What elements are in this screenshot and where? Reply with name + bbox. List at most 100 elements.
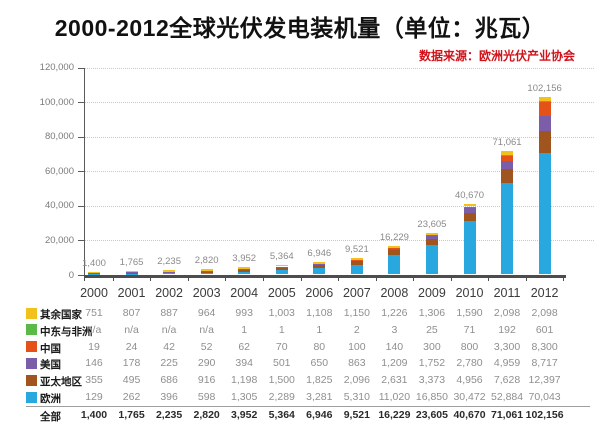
row-label-亚太地区: 亚太地区	[40, 376, 82, 389]
table-cell: 2,631	[381, 374, 408, 387]
table-cell: 2	[353, 323, 360, 336]
bar-segment-欧洲	[425, 244, 438, 274]
table-cell: n/a	[161, 323, 177, 336]
table-cell: 3	[391, 323, 398, 336]
x-axis-category-label: 2010	[455, 286, 484, 300]
table-cell: 501	[272, 357, 291, 370]
data-source-note: 数据来源：欧洲光伏产业协会	[418, 49, 575, 63]
bar-segment-亚太地区	[313, 265, 326, 269]
table-cell: 2,098	[531, 307, 558, 319]
bar-segment-中国	[425, 235, 438, 236]
row-label-欧洲: 欧洲	[40, 393, 61, 405]
table-cell: 1,003	[268, 307, 295, 319]
bar-segment-亚太地区	[425, 239, 438, 245]
table-cell: n/a	[86, 323, 102, 336]
x-axis-category-label: 2007	[342, 286, 371, 300]
bar-total-label: 9,521	[344, 243, 369, 255]
table-cell: 751	[85, 307, 103, 319]
table-cell: 916	[197, 374, 216, 387]
row-label-total: 全部	[40, 411, 61, 424]
table-cell: 1,226	[381, 307, 408, 319]
x-axis-category-label: 2011	[493, 286, 521, 300]
table-cell-total: 23,605	[415, 409, 448, 422]
bar-total-label: 2,235	[157, 256, 181, 268]
x-axis-category-label: 2008	[380, 286, 409, 300]
x-axis-tick	[375, 275, 377, 281]
legend-swatch-其余国家	[26, 307, 37, 319]
bar-segment-中国	[463, 206, 476, 208]
table-cell: 146	[85, 357, 103, 370]
table-cell: 3,373	[418, 374, 446, 387]
table-cell-total: 16,229	[378, 409, 411, 422]
table-cell-total: 3,952	[231, 409, 258, 422]
y-axis-tick	[78, 136, 84, 138]
row-label-中国: 中国	[40, 342, 61, 355]
row-label-美国: 美国	[40, 359, 61, 372]
y-gridline	[84, 102, 594, 104]
y-axis-tick-label: 20,000	[44, 234, 74, 246]
table-cell-total: 71,061	[490, 409, 524, 422]
bar-segment-美国	[275, 266, 288, 268]
y-axis-tick-label: 100,000	[39, 96, 74, 108]
legend-swatch-亚太地区	[26, 374, 37, 386]
bar-total-label: 1,765	[119, 256, 144, 268]
table-cell: 495	[122, 374, 141, 387]
table-cell: 1,108	[306, 307, 333, 319]
table-cell: 807	[122, 307, 141, 319]
bar-segment-其余国家	[388, 245, 401, 249]
table-cell-total: 40,670	[453, 409, 486, 422]
table-cell: 2,096	[343, 374, 370, 387]
y-axis-tick	[78, 171, 84, 173]
table-cell: 1	[316, 323, 323, 336]
table-cell: 42	[163, 340, 175, 353]
table-cell: 1,590	[456, 307, 483, 319]
table-cell-total: 2,235	[155, 409, 183, 422]
table-cell: 100	[348, 340, 366, 353]
table-cell: 262	[122, 391, 141, 403]
x-axis-category-label: 2012	[530, 286, 559, 300]
table-cell: 2,289	[268, 391, 295, 403]
bar-segment-欧洲	[538, 152, 551, 274]
y-axis-tick-label: 0	[68, 269, 74, 281]
table-cell: 964	[197, 307, 216, 319]
chart-title: 2000-2012全球光伏发电装机量（单位：兆瓦）	[54, 15, 546, 41]
table-cell: n/a	[199, 323, 214, 336]
bar-segment-中东与非洲	[538, 100, 551, 102]
y-axis-tick	[78, 275, 84, 276]
table-cell: 1	[278, 323, 285, 336]
bar-total-label: 16,229	[379, 231, 409, 243]
x-axis-tick	[563, 275, 565, 281]
x-axis-tick	[150, 275, 152, 281]
table-cell: 62	[238, 340, 251, 353]
table-cell: 1,500	[268, 374, 295, 387]
table-cell-total: 2,820	[193, 409, 220, 422]
x-axis-tick	[413, 275, 415, 281]
table-cell: 16,850	[415, 391, 448, 403]
x-axis-tick	[338, 275, 340, 281]
x-axis-category-label: 2004	[230, 286, 259, 300]
x-axis-tick	[112, 275, 114, 281]
y-axis-tick	[78, 205, 84, 207]
table-cell: 800	[460, 340, 479, 353]
bar-total-label: 5,364	[269, 250, 294, 262]
table-cell: 1,150	[343, 307, 370, 319]
bar-total-label: 6,946	[307, 247, 332, 259]
bar-segment-欧洲	[163, 273, 176, 274]
bar-segment-欧洲	[313, 268, 326, 274]
x-axis-tick	[450, 275, 452, 281]
bar-segment-亚太地区	[275, 267, 288, 271]
table-cell: 863	[348, 357, 366, 370]
table-cell: 396	[160, 391, 178, 403]
bar-segment-其余国家	[88, 271, 100, 273]
table-cell: 80	[313, 340, 326, 353]
legend-swatch-美国	[26, 357, 37, 369]
bar-segment-美国	[538, 116, 551, 132]
bar-segment-中国	[501, 155, 514, 161]
legend-swatch-欧洲	[26, 391, 37, 403]
table-cell: 129	[85, 391, 103, 403]
x-axis-category-label: 2005	[267, 286, 296, 300]
bar-segment-其余国家	[313, 261, 326, 264]
table-cell: 12,397	[528, 374, 561, 387]
bar-segment-美国	[313, 264, 326, 266]
